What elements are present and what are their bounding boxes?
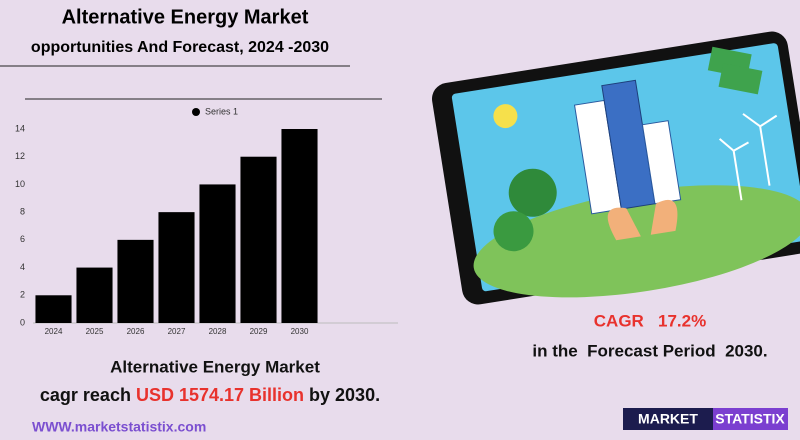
bar: [199, 184, 236, 323]
bar: [35, 295, 72, 323]
website: WWW.marketstatistix.com: [32, 419, 206, 435]
y-tick-label: 2: [20, 290, 25, 300]
cagr-period: in the Forecast Period 2030.: [532, 341, 767, 360]
summary-suffix: by 2030.: [304, 385, 380, 405]
bar: [240, 156, 277, 323]
x-tick-label: 2026: [127, 327, 145, 336]
y-tick-label: 6: [20, 234, 25, 244]
y-tick-label: 8: [20, 207, 25, 217]
summary-line1: Alternative Energy Market: [110, 357, 320, 376]
legend-marker: [192, 108, 200, 116]
illustration: [432, 31, 800, 305]
bar: [117, 239, 154, 323]
x-tick-label: 2030: [291, 327, 309, 336]
summary-line2: cagr reach USD 1574.17 Billion by 2030.: [40, 385, 380, 405]
hands: [607, 199, 678, 241]
x-tick-label: 2028: [209, 327, 227, 336]
bar: [158, 212, 195, 323]
turbines: [718, 113, 778, 201]
logo-left-box: [623, 408, 713, 430]
x-tick-label: 2027: [168, 327, 186, 336]
title: Alternative Energy Market: [62, 6, 309, 28]
y-tick-label: 14: [15, 123, 25, 133]
logo-right: STATISTIX: [715, 411, 785, 427]
x-tick-label: 2029: [250, 327, 268, 336]
logo-right-box: [713, 408, 788, 430]
summary-prefix: cagr reach: [40, 385, 136, 405]
y-tick-label: 0: [20, 317, 25, 327]
tree: [508, 168, 557, 217]
legend-label: Series 1: [205, 106, 238, 116]
subtitle: opportunities And Forecast, 2024 -2030: [31, 39, 329, 56]
tree: [493, 211, 534, 252]
y-tick-label: 12: [15, 151, 25, 161]
x-tick-label: 2024: [45, 327, 63, 336]
x-tick-label: 2025: [86, 327, 104, 336]
logo-left: MARKET: [638, 411, 698, 427]
bar: [281, 129, 318, 323]
y-tick-label: 10: [15, 179, 25, 189]
summary-highlight: USD 1574.17 Billion: [136, 385, 304, 405]
ground: [473, 185, 800, 298]
y-tick-label: 4: [20, 262, 25, 272]
money: [718, 63, 763, 95]
bulb: [493, 104, 518, 129]
cagr-label: CAGR 17.2%: [594, 311, 706, 330]
bar: [76, 267, 113, 323]
